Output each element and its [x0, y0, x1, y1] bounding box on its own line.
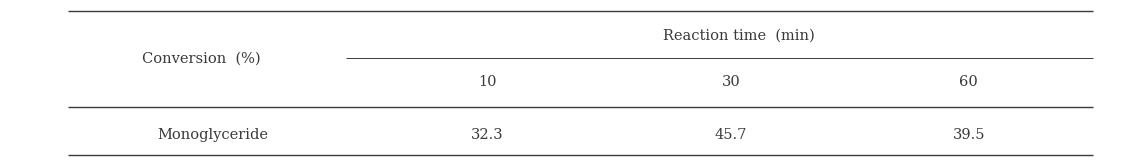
Text: 39.5: 39.5 — [953, 128, 985, 142]
Text: Conversion  (%): Conversion (%) — [142, 52, 261, 66]
Text: Reaction time  (min): Reaction time (min) — [664, 29, 815, 43]
Text: 10: 10 — [478, 75, 496, 89]
Text: 60: 60 — [960, 75, 978, 89]
Text: Monoglyceride: Monoglyceride — [157, 128, 267, 142]
Text: 30: 30 — [722, 75, 740, 89]
Text: 45.7: 45.7 — [715, 128, 747, 142]
Text: 32.3: 32.3 — [471, 128, 503, 142]
